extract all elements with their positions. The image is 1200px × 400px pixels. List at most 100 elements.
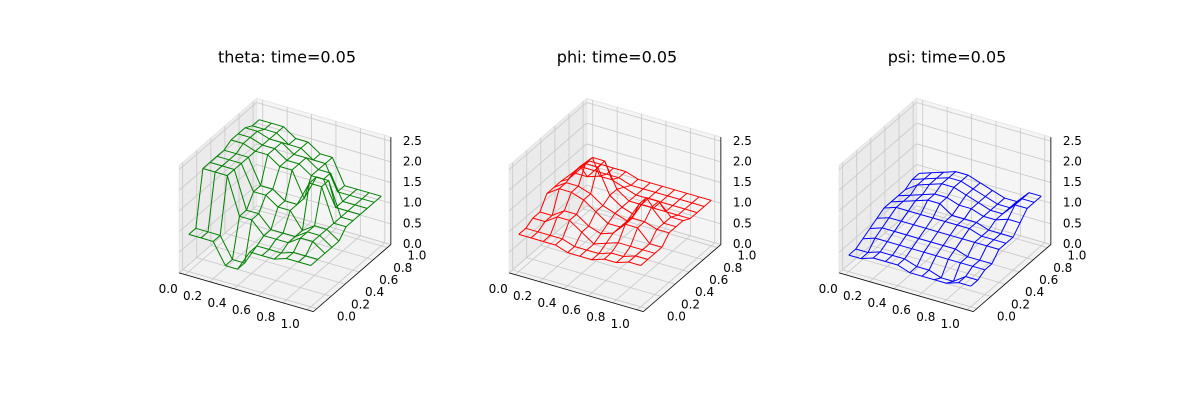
x-tick-label: 0.6	[232, 303, 251, 317]
x-grid-line	[563, 221, 642, 290]
wire-column	[974, 235, 982, 243]
y-grid-line	[583, 208, 718, 248]
wire-column	[946, 280, 954, 284]
y-tick-label: 0.6	[1039, 273, 1058, 287]
subplot: psi: time=0.050.00.20.40.60.81.00.00.20.…	[819, 48, 1087, 332]
y-grid-line	[884, 232, 1020, 273]
wire-column	[249, 130, 258, 138]
wire-column	[635, 249, 644, 257]
z-grid-line	[508, 122, 587, 191]
z-grid-line	[586, 143, 721, 183]
z-grid-line	[508, 143, 587, 212]
wire-column	[286, 153, 295, 161]
wire-column	[932, 203, 941, 219]
wire-column	[963, 208, 972, 220]
wire-column	[340, 210, 349, 218]
wire-column	[897, 189, 906, 197]
wire-column	[539, 193, 548, 213]
x-grid-line	[514, 207, 593, 275]
wire-column	[986, 239, 995, 247]
wire-column	[860, 252, 869, 259]
wire-column	[261, 249, 270, 256]
z-grid-line	[916, 122, 1051, 163]
wire-column	[209, 155, 218, 163]
wire-column	[978, 196, 986, 203]
wire-column	[207, 171, 216, 232]
wire-column	[583, 193, 591, 201]
x-tick-label: 0.2	[183, 289, 202, 303]
wire-column	[214, 165, 223, 173]
wire-column	[1005, 236, 1014, 244]
y-tick-label: 0.2	[681, 297, 700, 311]
wire-column	[546, 187, 555, 194]
wire-column	[995, 213, 1004, 221]
wire-column	[256, 235, 265, 247]
wire-column	[319, 228, 328, 236]
wire-column	[1000, 219, 1009, 234]
x-tick-label: 0.0	[489, 282, 508, 296]
wire-column	[603, 252, 612, 260]
wire-column	[300, 141, 309, 149]
y-grid-line	[554, 232, 690, 273]
wire-column	[558, 182, 567, 190]
z-tick-label: 0.5	[733, 216, 752, 230]
wire-column	[675, 220, 684, 228]
wire-column	[291, 163, 300, 171]
wire-column	[907, 200, 916, 212]
wire-column	[647, 252, 656, 260]
wire-column	[929, 177, 937, 185]
wire-column	[935, 245, 944, 257]
wire-column	[298, 157, 307, 165]
wire-column	[366, 201, 375, 209]
wire-column	[226, 169, 235, 176]
wire-column	[604, 160, 613, 180]
wire-column	[314, 186, 323, 226]
wire-column	[916, 251, 925, 267]
z-grid-line	[916, 184, 1051, 225]
chart-title: theta: time=0.05	[218, 48, 356, 67]
wire-column	[263, 229, 272, 237]
wire-column	[251, 119, 260, 127]
wire-column	[588, 211, 597, 227]
wire-column	[960, 256, 968, 264]
wire-column	[876, 207, 885, 219]
wire-column	[1007, 204, 1016, 220]
z-tick-label: 2.0	[1063, 154, 1082, 168]
wire-column	[855, 238, 864, 250]
wire-column	[660, 195, 668, 203]
wire-column	[630, 178, 639, 186]
wire-column	[298, 255, 306, 263]
wire-column	[330, 172, 339, 192]
z-grid-line	[178, 102, 257, 170]
z-grid-line	[508, 102, 587, 170]
wire-column	[305, 157, 314, 161]
wire-column	[635, 188, 644, 196]
wire-column	[228, 153, 237, 161]
wire-column	[895, 200, 904, 208]
wire-column	[318, 163, 326, 170]
wire-column	[911, 173, 920, 180]
wire-column	[324, 246, 333, 254]
wire-column	[1012, 222, 1021, 238]
wire-column	[990, 203, 998, 211]
wire-column	[349, 188, 358, 196]
wire-column	[667, 189, 675, 197]
wire-column	[998, 242, 1007, 250]
wire-column	[244, 125, 253, 129]
wire-column	[626, 214, 635, 222]
wire-column	[954, 238, 963, 250]
wire-column	[267, 148, 276, 156]
wire-column	[1002, 207, 1011, 215]
wire-column	[654, 246, 663, 254]
x-grid-line	[612, 235, 691, 304]
wire-column	[965, 188, 974, 196]
wire-column	[612, 226, 621, 234]
wire-column	[276, 126, 284, 134]
wire-column	[258, 195, 267, 214]
wire-column	[202, 162, 211, 169]
wire-column	[577, 163, 586, 187]
wire-column	[294, 230, 303, 238]
wire-column	[655, 185, 663, 193]
wire-column	[270, 206, 279, 230]
